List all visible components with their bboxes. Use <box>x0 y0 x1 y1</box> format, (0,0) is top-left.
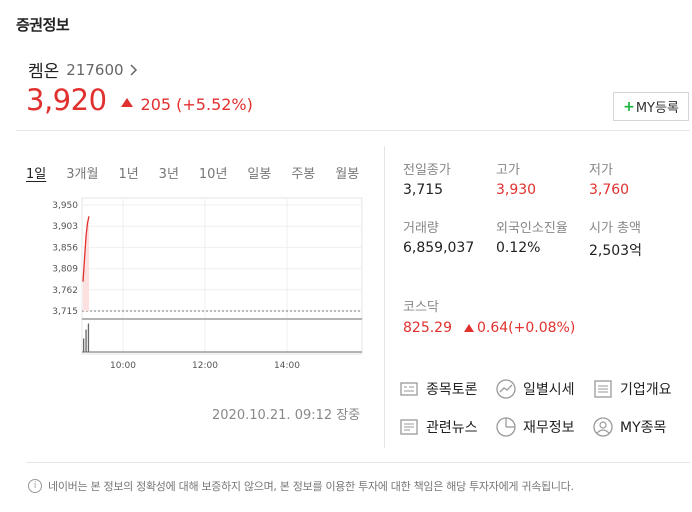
price-chart[interactable]: 3,950 3,903 3,856 3,809 3,762 3,715 10:00 12:00… <box>40 194 364 370</box>
quick-link[interactable]: 종목토론 <box>398 378 478 400</box>
volume-bar <box>85 329 87 352</box>
stat-item: 외국인소진율 0.12% <box>496 220 586 256</box>
period-tab[interactable]: 주봉 <box>291 167 316 182</box>
stock-name[interactable]: 켐온 <box>28 62 60 82</box>
section-title: 증권정보 <box>16 16 70 34</box>
y-tick-label: 3,903 <box>52 222 78 232</box>
divider <box>384 146 385 448</box>
quick-link-label: 일별시세 <box>523 382 575 398</box>
my-register-button[interactable]: + MY등록 <box>613 92 689 121</box>
period-tab[interactable]: 일봉 <box>247 167 272 182</box>
quick-link-label: 종목토론 <box>426 382 478 398</box>
series-area <box>83 216 89 311</box>
price-change: 205 (+5.52%) <box>140 95 253 114</box>
quick-link[interactable]: MY종목 <box>592 416 666 438</box>
chevron-right-icon[interactable] <box>129 63 138 76</box>
series-line <box>82 216 90 282</box>
stat-value: 2,503억 <box>589 243 642 259</box>
stat-item: 시가 총액 2,503억 <box>589 220 679 260</box>
pie-icon <box>496 417 516 437</box>
index-label: 코스닥 <box>403 300 439 315</box>
stat-item: 고가 3,930 <box>496 162 586 198</box>
stat-label: 전일종가 <box>403 163 451 178</box>
stock-header[interactable]: 켐온 217600 <box>28 57 138 82</box>
quick-link[interactable]: 관련뉴스 <box>398 416 478 438</box>
stat-item: 전일종가 3,715 <box>403 162 493 198</box>
period-tab[interactable]: 10년 <box>198 167 228 182</box>
current-price: 3,920 <box>26 83 107 117</box>
news-icon <box>400 419 418 435</box>
quick-link[interactable]: 기업개요 <box>592 378 672 400</box>
plus-icon: + <box>623 98 635 115</box>
company-icon <box>594 380 612 398</box>
stat-item: 저가 3,760 <box>589 162 679 198</box>
volume-bar <box>87 323 90 352</box>
index-value: 825.29 <box>403 320 452 336</box>
y-tick-label: 3,856 <box>52 243 78 253</box>
divider <box>26 462 690 463</box>
stat-value: 3,715 <box>403 182 444 198</box>
quick-link-label: MY종목 <box>620 420 667 436</box>
x-tick-label: 14:00 <box>274 361 300 370</box>
period-tab[interactable]: 1년 <box>118 167 139 182</box>
up-arrow-icon <box>120 98 133 107</box>
quick-link[interactable]: 일별시세 <box>495 378 575 400</box>
stat-value: 6,859,037 <box>403 240 475 256</box>
y-tick-label: 3,809 <box>52 265 78 275</box>
my-register-label: MY등록 <box>635 101 679 116</box>
stat-value: 3,930 <box>496 182 537 198</box>
period-tab[interactable]: 월봉 <box>335 167 360 182</box>
stat-label: 외국인소진율 <box>496 221 568 236</box>
stat-label: 고가 <box>496 163 520 178</box>
info-icon: i <box>28 479 42 493</box>
y-tick-label: 3,715 <box>52 307 78 317</box>
quick-link-label: 관련뉴스 <box>426 420 478 436</box>
timestamp: 2020.10.21. 09:12 장중 <box>212 408 361 423</box>
index-change: 0.64(+0.08%) <box>477 320 576 336</box>
volume-bar <box>83 338 85 352</box>
quick-link[interactable]: 재무정보 <box>495 416 575 438</box>
stat-value: 3,760 <box>589 182 630 198</box>
discussion-icon <box>400 382 418 396</box>
price-row: 3,920 205 (+5.52%) <box>26 83 253 117</box>
trend-icon <box>496 379 516 399</box>
x-tick-label: 10:00 <box>110 361 136 370</box>
x-tick-label: 12:00 <box>192 361 218 370</box>
y-tick-label: 3,762 <box>52 286 78 296</box>
disclaimer: i 네이버는 본 정보의 정확성에 대해 보증하지 않으며, 본 정보를 이용한… <box>28 478 574 494</box>
period-tab[interactable]: 3개월 <box>66 167 99 182</box>
disclaimer-text: 네이버는 본 정보의 정확성에 대해 보증하지 않으며, 본 정보를 이용한 투… <box>48 480 574 493</box>
kosdaq-index[interactable]: 코스닥 825.29 0.64(+0.08%) <box>403 299 575 336</box>
quick-link-label: 기업개요 <box>620 382 672 398</box>
divider <box>16 130 690 131</box>
stat-value: 0.12% <box>496 240 541 256</box>
user-icon <box>593 417 613 437</box>
stat-label: 거래량 <box>403 221 439 236</box>
stat-item: 거래량 6,859,037 <box>403 220 493 256</box>
period-tab[interactable]: 3년 <box>158 167 179 182</box>
quick-link-label: 재무정보 <box>523 420 575 436</box>
y-tick-label: 3,950 <box>52 201 78 211</box>
period-tab[interactable]: 1일 <box>26 167 47 182</box>
period-tabs: 1일 3개월 1년 3년 10년 일봉 주봉 월봉 <box>26 163 359 182</box>
chart-frame <box>81 197 363 355</box>
stat-label: 시가 총액 <box>589 221 641 236</box>
stock-code[interactable]: 217600 <box>66 60 124 79</box>
up-arrow-icon <box>464 324 474 332</box>
stat-label: 저가 <box>589 163 613 178</box>
